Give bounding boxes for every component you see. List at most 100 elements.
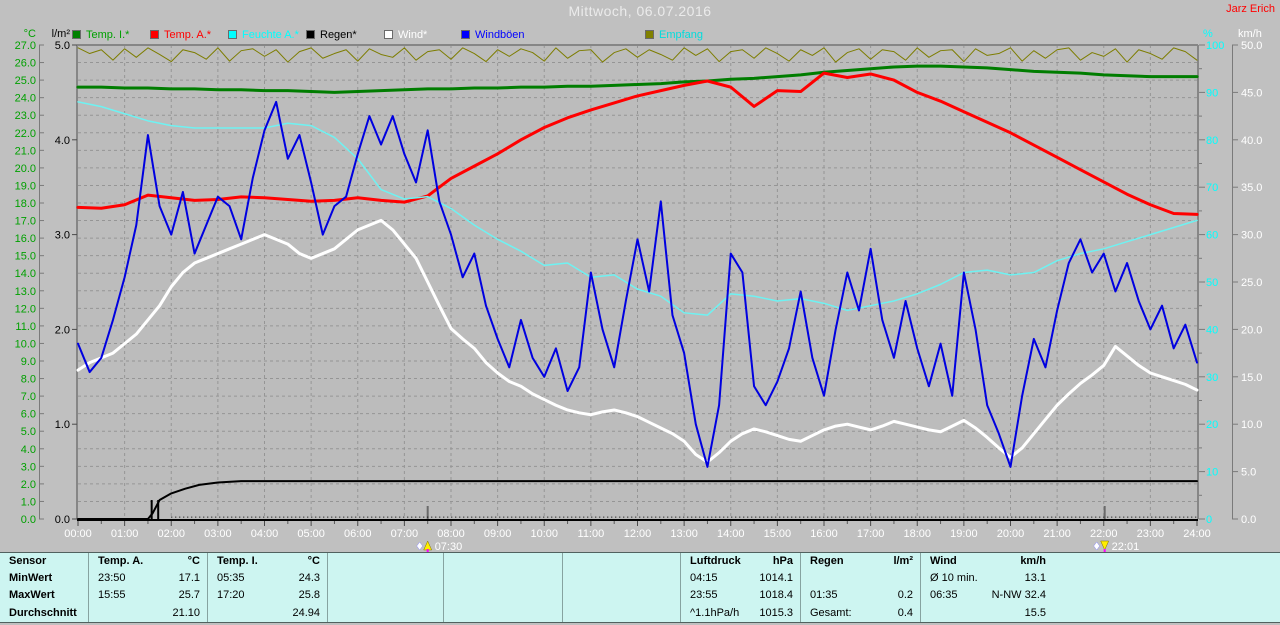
legend-item-windb-en[interactable]: Windböen bbox=[461, 28, 525, 41]
table-cell: MaxWert bbox=[9, 589, 55, 602]
x-tick-label: 18:00 bbox=[903, 528, 931, 540]
legend-item-regen[interactable]: Regen* bbox=[306, 28, 357, 41]
table-col-wind: Wind km/h Ø 10 min. 13.1 06:35 N-NW 32.4 15.5 bbox=[920, 553, 1280, 622]
legend-label: Windböen bbox=[475, 28, 525, 41]
x-tick-label: 21:00 bbox=[1043, 528, 1071, 540]
station-name: Jarz Erich bbox=[1226, 3, 1275, 15]
wind-tick-label: 0.0 bbox=[1241, 514, 1256, 526]
legend-swatch-regen bbox=[306, 30, 315, 39]
sunset-marker bbox=[1093, 540, 1110, 552]
x-tick-label: 16:00 bbox=[810, 528, 838, 540]
table-cell: 17.1 bbox=[178, 572, 200, 585]
x-tick-label: 06:00 bbox=[344, 528, 372, 540]
legend-item-feuchte-a[interactable]: Feuchte A.* bbox=[228, 28, 299, 41]
x-tick-label: 24:00 bbox=[1183, 528, 1211, 540]
table-row: 04:15 1014.1 bbox=[681, 570, 800, 587]
table-cell: km/h bbox=[1020, 555, 1046, 567]
legend-swatch-temp-a bbox=[150, 30, 159, 39]
temp-tick-label: 0.0 bbox=[21, 514, 36, 526]
wind-tick-label: 10.0 bbox=[1241, 419, 1262, 431]
table-cell: 1015.3 bbox=[759, 606, 793, 619]
table-cell: 15:55 bbox=[98, 589, 126, 602]
legend-item-wind[interactable]: Wind* bbox=[384, 28, 427, 41]
table-row: 23:55 1018.4 bbox=[681, 587, 800, 604]
wind-tick-label: 40.0 bbox=[1241, 135, 1262, 147]
table-col-empty bbox=[562, 553, 680, 622]
table-col-regen: Regen l/m² 01:35 0.2 Gesamt: 0.4 bbox=[800, 553, 920, 622]
table-cell: hPa bbox=[772, 555, 793, 567]
table-row: 17:20 25.8 bbox=[208, 587, 327, 604]
table-row-label: Sensor bbox=[0, 553, 88, 570]
legend-item-temp-i[interactable]: Temp. I.* bbox=[72, 28, 129, 41]
legend-swatch-feuchte-a bbox=[228, 30, 237, 39]
table-cell: Wind bbox=[930, 555, 957, 567]
table-row: 06:35 N-NW 32.4 bbox=[921, 587, 1053, 604]
legend-label: Wind* bbox=[398, 28, 428, 41]
table-row-empty bbox=[563, 587, 680, 604]
x-tick-label: 07:00 bbox=[391, 528, 419, 540]
sunset-icon-diamond bbox=[1093, 541, 1100, 551]
temp-tick-label: 21.0 bbox=[15, 145, 36, 157]
table-row-label: MaxWert bbox=[0, 587, 88, 604]
table-cell: 1014.1 bbox=[759, 572, 793, 585]
sunset-icon-arrow bbox=[1100, 540, 1110, 551]
legend-item-empfang[interactable]: Empfang bbox=[645, 28, 703, 41]
legend-label: Empfang bbox=[659, 28, 704, 41]
sunset-icon-base bbox=[1103, 549, 1106, 552]
x-tick-label: 19:00 bbox=[950, 528, 978, 540]
temp-tick-label: 7.0 bbox=[21, 391, 36, 403]
temp-tick-label: 15.0 bbox=[15, 251, 36, 263]
rain-tick-label: 1.0 bbox=[55, 419, 70, 431]
x-tick-label: 02:00 bbox=[157, 528, 185, 540]
table-cell: 15.5 bbox=[1024, 606, 1046, 619]
wind-tick-label: 15.0 bbox=[1241, 372, 1262, 384]
sunrise-marker bbox=[416, 540, 433, 552]
wind-tick-label: 5.0 bbox=[1241, 467, 1256, 479]
legend-swatch-temp-i bbox=[72, 30, 81, 39]
temp-tick-label: 20.0 bbox=[15, 163, 36, 175]
table-row-label: Durchschnitt bbox=[0, 605, 88, 622]
table-col-empty bbox=[327, 553, 443, 622]
table-row: 21.10 bbox=[89, 605, 207, 622]
table-row-empty bbox=[328, 587, 443, 604]
humidity-tick-label: 10 bbox=[1206, 467, 1218, 479]
table-cell: 05:35 bbox=[217, 572, 245, 585]
temp-tick-label: 8.0 bbox=[21, 374, 36, 386]
page-title: Mittwoch, 06.07.2016 bbox=[568, 3, 712, 19]
table-cell: Sensor bbox=[9, 555, 47, 567]
table-cell: Ø 10 min. bbox=[930, 572, 978, 585]
rain-tick-label: 2.0 bbox=[55, 324, 70, 336]
humidity-tick-label: 70 bbox=[1206, 182, 1218, 194]
wind-tick-label: 45.0 bbox=[1241, 87, 1262, 99]
table-row-empty bbox=[328, 605, 443, 622]
table-cell: 01:35 bbox=[810, 589, 838, 602]
table-cell: 23:50 bbox=[98, 572, 126, 585]
temp-tick-label: 13.0 bbox=[15, 286, 36, 298]
table-header-regen: Regen l/m² bbox=[801, 553, 920, 570]
table-header-temp-i: Temp. I. °C bbox=[208, 553, 327, 570]
sunset-time-label: 22:01 bbox=[1112, 541, 1140, 552]
table-cell: °C bbox=[187, 555, 200, 567]
table-col-luftdruck: Luftdruck hPa 04:15 1014.1 23:55 1018.4 ^1.1hP… bbox=[680, 553, 800, 622]
table-header-wind: Wind km/h bbox=[921, 553, 1053, 570]
series-windb-en bbox=[77, 100, 1198, 468]
rain-tick-label: 5.0 bbox=[55, 40, 70, 52]
table-cell: 1018.4 bbox=[759, 589, 793, 602]
table-cell: °C bbox=[307, 555, 320, 567]
wind-tick-label: 30.0 bbox=[1241, 230, 1262, 242]
temp-tick-label: 5.0 bbox=[21, 426, 36, 438]
table-cell: N-NW 32.4 bbox=[991, 589, 1046, 602]
table-row: ^1.1hPa/h 1015.3 bbox=[681, 605, 800, 622]
x-tick-label: 12:00 bbox=[624, 528, 652, 540]
table-cell: Temp. A. bbox=[98, 555, 144, 567]
legend-item-temp-a[interactable]: Temp. A.* bbox=[150, 28, 211, 41]
rain-tick-label: 3.0 bbox=[55, 230, 70, 242]
legend-label: Feuchte A.* bbox=[242, 28, 299, 41]
humidity-tick-label: 90 bbox=[1206, 87, 1218, 99]
table-row: Gesamt: 0.4 bbox=[801, 605, 920, 622]
x-tick-label: 20:00 bbox=[997, 528, 1025, 540]
sunrise-time-label: 07:30 bbox=[435, 541, 463, 552]
x-tick-label: 13:00 bbox=[670, 528, 698, 540]
table-cell: MinWert bbox=[9, 572, 53, 585]
